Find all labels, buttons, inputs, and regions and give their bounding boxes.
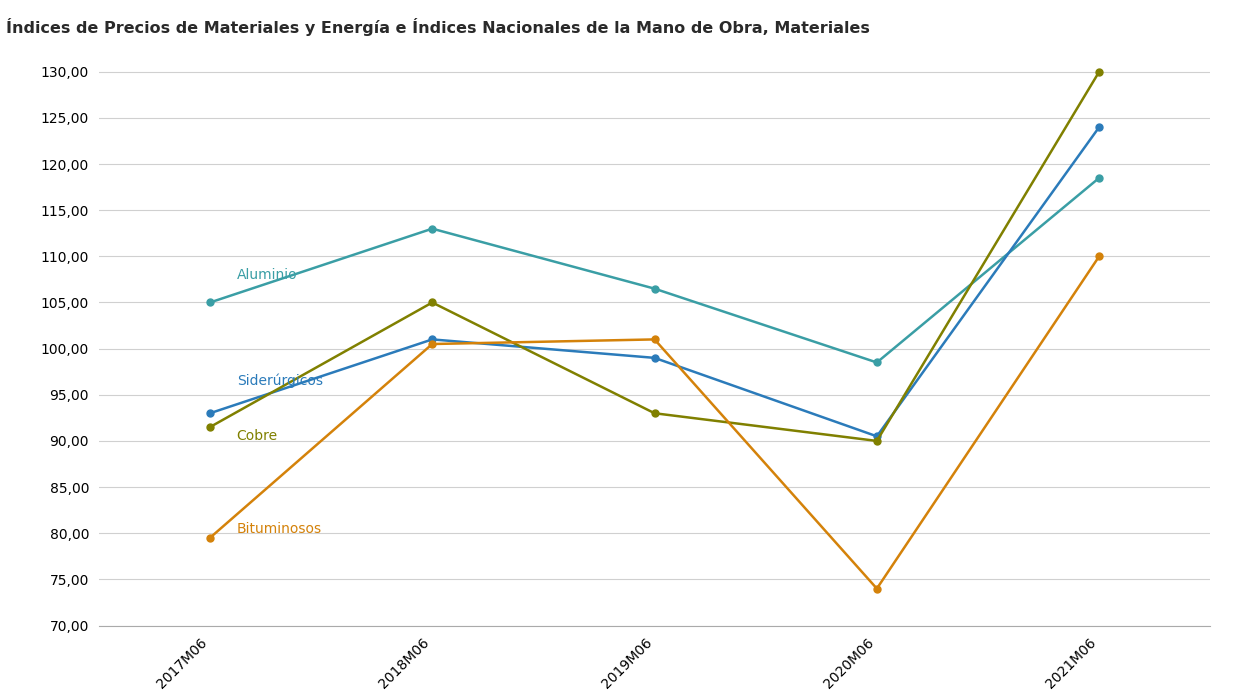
Text: Siderúrgicos: Siderúrgicos — [237, 374, 322, 389]
Text: Aluminio: Aluminio — [237, 268, 298, 281]
Text: Índices de Precios de Materiales y Energía e Índices Nacionales de la Mano de Ob: Índices de Precios de Materiales y Energ… — [6, 18, 869, 35]
Text: Bituminosos: Bituminosos — [237, 522, 322, 536]
Text: Cobre: Cobre — [237, 430, 278, 443]
